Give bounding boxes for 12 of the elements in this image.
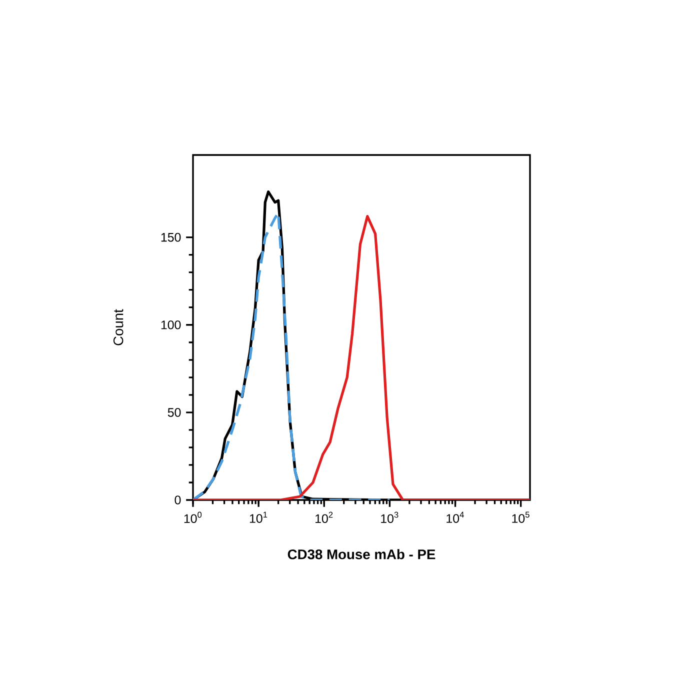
x-tick-label: 10$^{4}$: [446, 512, 464, 523]
y-tick-label: 100: [161, 320, 181, 330]
x-tick-label: 10$^{3}$: [381, 512, 398, 524]
y-axis-title: Count: [113, 309, 124, 346]
x-tick-label: 10$^{2}$: [316, 512, 333, 524]
y-tick-label: 50: [168, 408, 181, 417]
x-tick-label: 10$^{0}$: [184, 512, 202, 524]
x-tick-label: 10$^{5}$: [512, 512, 530, 523]
y-tick-label: 150: [161, 232, 181, 242]
x-axis-title: CD38 Mouse mAb - PE: [288, 549, 436, 560]
x-tick-label: 10$^{1}$: [250, 512, 268, 523]
y-tick-label: 0: [174, 496, 181, 504]
